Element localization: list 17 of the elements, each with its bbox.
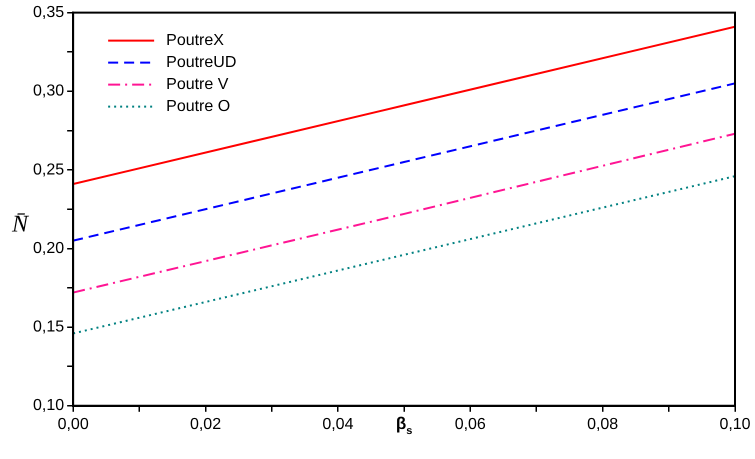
y-tick-label: 0,15 xyxy=(33,318,64,336)
legend-label: PoutreX xyxy=(166,32,224,50)
y-tick-label: 0,30 xyxy=(33,82,64,100)
x-tick-label: 0,04 xyxy=(322,416,354,433)
x-tick-label: 0,08 xyxy=(587,416,618,433)
y-tick-label: 0,25 xyxy=(33,161,64,178)
x-tick-label: 0,10 xyxy=(719,416,751,433)
x-tick-label: 0,06 xyxy=(454,416,486,433)
legend-label: PoutreUD xyxy=(166,54,236,72)
x-tick-label: 0,00 xyxy=(58,416,89,433)
legend-label: Poutre O xyxy=(166,98,230,116)
legend-label: Poutre V xyxy=(166,76,229,94)
y-tick-label: 0,35 xyxy=(33,4,64,22)
x-tick-label: 0,02 xyxy=(190,416,222,433)
y-tick-label: 0,20 xyxy=(33,240,64,257)
y-tick-label: 0,10 xyxy=(33,397,64,414)
y-axis-title: N̄ xyxy=(10,212,30,238)
